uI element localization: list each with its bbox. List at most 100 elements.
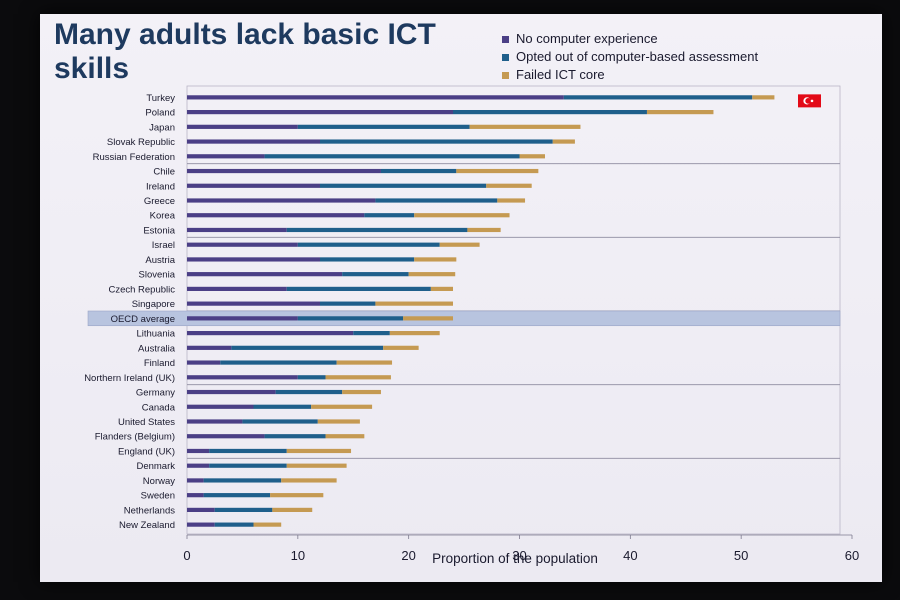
bar-segment-slovak-republic-s2 (320, 139, 553, 144)
bar-segment-new-zealand-s3 (253, 522, 282, 527)
bar-segment-oecd-average-s3 (403, 316, 453, 321)
bar-segment-norway-s3 (281, 478, 337, 483)
bar-segment-ireland-s1 (187, 183, 320, 188)
bar-segment-japan-s3 (469, 124, 581, 129)
category-label: Canada (142, 402, 176, 413)
category-label: Netherlands (124, 505, 175, 516)
bar-segment-lithuania-s3 (389, 331, 440, 336)
category-label: Finland (144, 358, 175, 369)
bar-segment-austria-s2 (320, 257, 415, 262)
bar-segment-canada-s2 (253, 404, 312, 409)
slide-title: Many adults lack basic ICT skills (54, 18, 436, 85)
legend-swatch-3 (502, 72, 509, 79)
legend-swatch-2 (502, 54, 509, 61)
bar-segment-israel-s1 (187, 242, 298, 247)
bar-segment-poland-s1 (187, 110, 453, 115)
category-label: New Zealand (119, 520, 175, 531)
bar-segment-flanders-belgium-s1 (187, 434, 265, 439)
bar-segment-chile-s2 (380, 168, 457, 174)
category-label: Turkey (146, 93, 175, 104)
category-label: Sweden (141, 491, 175, 502)
bar-segment-netherlands-s3 (272, 507, 313, 512)
bar-segment-oecd-average-s1 (187, 316, 298, 321)
category-label: Japan (149, 122, 175, 133)
bar-segment-poland-s3 (646, 110, 714, 115)
bar-segment-australia-s1 (187, 345, 232, 350)
bar-segment-lithuania-s2 (353, 331, 390, 336)
category-label: Greece (144, 196, 175, 207)
category-label: Slovenia (139, 270, 176, 281)
bar-segment-russian-federation-s1 (187, 154, 265, 159)
category-label: Estonia (143, 225, 175, 236)
category-label: Lithuania (136, 329, 175, 340)
category-label: Flanders (Belgium) (95, 432, 175, 443)
category-label: Austria (145, 255, 175, 266)
bar-segment-norway-s2 (203, 478, 282, 483)
bar-segment-ireland-s2 (320, 183, 487, 188)
x-tick-label: 40 (623, 548, 637, 563)
bar-segment-flanders-belgium-s2 (264, 434, 326, 439)
x-tick-label: 20 (401, 548, 415, 563)
bar-segment-japan-s2 (297, 124, 470, 129)
bar-segment-northern-ireland-uk-s2 (297, 375, 326, 380)
bar-segment-turkey-s3 (752, 95, 775, 100)
category-label: United States (118, 417, 175, 428)
bar-segment-germany-s3 (342, 389, 381, 395)
bar-segment-united-states-s3 (317, 419, 360, 424)
x-tick-label: 10 (291, 548, 305, 563)
bar-segment-england-uk-s1 (187, 448, 210, 454)
category-label: Russian Federation (93, 152, 175, 163)
bar-segment-northern-ireland-uk-s1 (187, 375, 298, 380)
bar-segment-russian-federation-s3 (519, 154, 545, 159)
bar-segment-denmark-s3 (286, 463, 347, 468)
bar-segment-oecd-average-s2 (297, 316, 404, 321)
plot-frame (186, 85, 841, 535)
bar-segment-ireland-s3 (486, 183, 532, 188)
legend-swatch-1 (502, 36, 509, 43)
bar-segment-new-zealand-s1 (187, 522, 215, 527)
bar-segment-korea-s3 (414, 213, 510, 218)
bar-segment-australia-s2 (231, 345, 384, 350)
bar-segment-turkey-s2 (563, 95, 753, 100)
slide: Many adults lack basic ICT skills Turkey… (40, 14, 882, 582)
bar-segment-chile-s1 (187, 168, 381, 174)
category-label: Denmark (136, 461, 175, 472)
bar-segment-finland-s1 (187, 360, 221, 365)
category-label: Singapore (132, 299, 175, 310)
category-label: Israel (152, 240, 175, 251)
bar-segment-singapore-s2 (320, 301, 376, 306)
bar-segment-canada-s1 (187, 404, 254, 409)
highlight-band (87, 310, 841, 327)
bar-segment-lithuania-s1 (187, 331, 354, 336)
bar-segment-new-zealand-s2 (214, 522, 254, 527)
bar-segment-greece-s1 (187, 198, 376, 203)
bar-segment-northern-ireland-uk-s3 (325, 375, 391, 380)
bar-segment-england-uk-s3 (286, 448, 352, 454)
bar-segment-singapore-s3 (375, 301, 453, 306)
x-tick-label: 30 (512, 548, 526, 563)
category-label: Germany (136, 388, 175, 399)
bar-segment-slovenia-s3 (408, 272, 456, 277)
bar-segment-canada-s3 (311, 404, 373, 409)
bar-segment-sweden-s1 (187, 493, 204, 498)
category-label: Czech Republic (108, 284, 175, 295)
bar-segment-japan-s1 (187, 124, 298, 129)
bar-segment-turkey-s1 (187, 95, 564, 100)
bar-segment-united-states-s2 (242, 419, 318, 424)
bar-segment-greece-s3 (497, 198, 526, 203)
bar-segment-chile-s3 (456, 168, 539, 174)
bar-segment-sweden-s2 (203, 493, 271, 498)
category-label: Northern Ireland (UK) (84, 373, 175, 384)
category-label: Slovak Republic (107, 137, 175, 148)
bar-segment-finland-s3 (336, 360, 393, 365)
bar-segment-germany-s1 (187, 389, 276, 395)
bar-segment-norway-s1 (187, 478, 204, 483)
bar-segment-flanders-belgium-s3 (325, 434, 365, 439)
legend-label-3: Failed ICT core (516, 67, 605, 82)
bar-segment-slovak-republic-s3 (552, 139, 575, 144)
bar-segment-poland-s2 (453, 110, 647, 115)
bar-segment-slovak-republic-s1 (187, 139, 320, 144)
bar-segment-czech-republic-s3 (430, 286, 453, 291)
bar-segment-united-states-s1 (187, 419, 243, 424)
bar-segment-korea-s1 (187, 213, 365, 218)
